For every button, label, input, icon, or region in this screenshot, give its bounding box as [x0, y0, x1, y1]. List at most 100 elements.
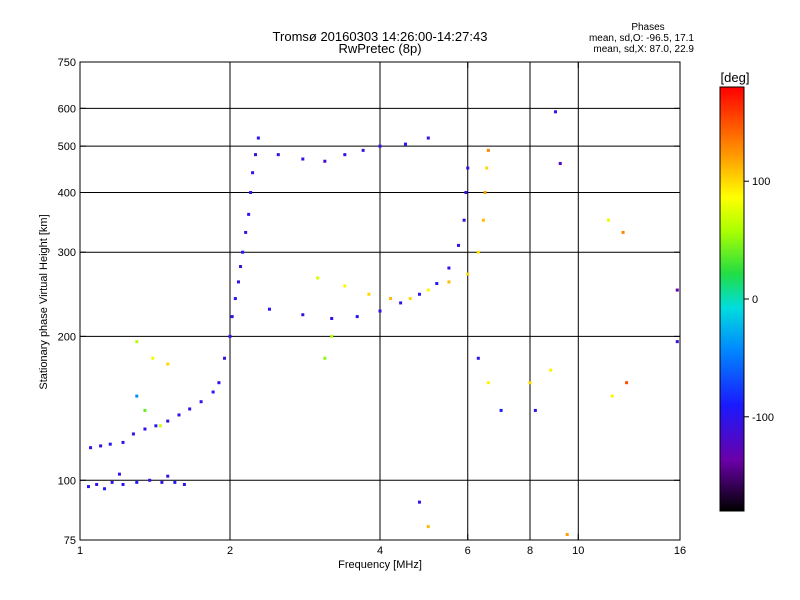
- data-point: [378, 309, 382, 313]
- data-point: [389, 297, 393, 301]
- data-point: [267, 307, 271, 311]
- data-point: [121, 440, 125, 444]
- data-point: [117, 472, 121, 476]
- data-point: [476, 356, 480, 360]
- data-point: [675, 288, 679, 292]
- data-point: [426, 136, 430, 140]
- data-point: [426, 525, 430, 529]
- data-point: [131, 432, 135, 436]
- data-point: [481, 218, 485, 222]
- data-point: [558, 161, 562, 165]
- data-point: [241, 250, 245, 254]
- data-point: [426, 288, 430, 292]
- data-point: [166, 474, 170, 478]
- y-tick-label: 300: [58, 247, 76, 259]
- data-point: [565, 533, 569, 537]
- data-point: [188, 407, 192, 411]
- data-point: [143, 427, 147, 431]
- data-point: [435, 282, 439, 286]
- data-point: [230, 315, 234, 319]
- data-point: [483, 190, 487, 194]
- y-axis-ticks: 75 100 200 300 400 500 600 750: [58, 57, 680, 547]
- data-point: [276, 153, 280, 157]
- phases-o-stats: mean, sd,O: -96.5, 17.1: [589, 33, 694, 44]
- x-tick-label: 4: [377, 545, 383, 557]
- y-tick-label: 100: [58, 475, 76, 487]
- data-point: [378, 144, 382, 148]
- data-point: [135, 394, 139, 398]
- data-point: [199, 400, 203, 404]
- data-point: [330, 316, 334, 320]
- colorbar-tick-label: 100: [752, 176, 770, 188]
- data-point: [86, 485, 90, 489]
- data-point: [486, 381, 490, 385]
- data-point: [466, 166, 470, 170]
- data-point: [607, 218, 611, 222]
- data-point: [108, 442, 112, 446]
- data-point: [244, 230, 248, 234]
- data-point: [223, 356, 227, 360]
- data-points: [86, 110, 679, 537]
- data-point: [361, 148, 365, 152]
- data-point: [625, 381, 629, 385]
- data-point: [135, 480, 139, 484]
- data-point: [154, 424, 158, 428]
- data-point: [158, 424, 162, 428]
- x-axis-label: Frequency [MHz]: [338, 559, 422, 571]
- y-tick-label: 75: [64, 535, 76, 547]
- data-point: [166, 419, 170, 423]
- data-point: [89, 446, 93, 450]
- x-tick-label: 6: [465, 545, 471, 557]
- x-tick-label: 1: [77, 545, 83, 557]
- data-point: [485, 166, 489, 170]
- data-point: [99, 444, 103, 448]
- data-point: [330, 334, 334, 338]
- data-point: [343, 153, 347, 157]
- data-point: [399, 301, 403, 305]
- data-point: [553, 110, 557, 114]
- data-point: [323, 159, 327, 163]
- data-point: [621, 230, 625, 234]
- data-point: [316, 276, 320, 280]
- data-point: [403, 142, 407, 146]
- data-point: [247, 212, 251, 216]
- data-point: [249, 190, 253, 194]
- x-tick-label: 2: [227, 545, 233, 557]
- plot-area: 1 2 4 6 8 10 16 75 100 200 300 400 500 600 750: [58, 57, 686, 557]
- y-tick-label: 500: [58, 141, 76, 153]
- data-point: [323, 356, 327, 360]
- data-point: [466, 272, 470, 276]
- data-point: [343, 284, 347, 288]
- data-point: [457, 243, 461, 247]
- data-point: [499, 408, 503, 412]
- data-point: [233, 297, 237, 301]
- data-point: [486, 148, 490, 152]
- phases-title: Phases: [631, 22, 664, 33]
- data-point: [121, 482, 125, 486]
- y-tick-label: 200: [58, 331, 76, 343]
- y-tick-label: 600: [58, 103, 76, 115]
- data-point: [236, 280, 240, 284]
- data-point: [301, 157, 305, 161]
- data-point: [447, 280, 451, 284]
- data-point: [610, 394, 614, 398]
- data-point: [367, 292, 371, 296]
- data-point: [166, 362, 170, 366]
- data-point: [549, 368, 553, 372]
- data-point: [533, 408, 537, 412]
- colorbar-tick-label: -100: [752, 412, 774, 424]
- data-point: [476, 250, 480, 254]
- data-point: [110, 480, 114, 484]
- data-point: [211, 390, 215, 394]
- data-point: [151, 356, 155, 360]
- data-point: [675, 340, 679, 344]
- data-point: [239, 265, 243, 269]
- data-point: [301, 313, 305, 317]
- data-point: [462, 218, 466, 222]
- data-point: [217, 381, 221, 385]
- data-point: [177, 413, 181, 417]
- data-point: [447, 266, 451, 270]
- data-point: [143, 408, 147, 412]
- data-point: [408, 297, 412, 301]
